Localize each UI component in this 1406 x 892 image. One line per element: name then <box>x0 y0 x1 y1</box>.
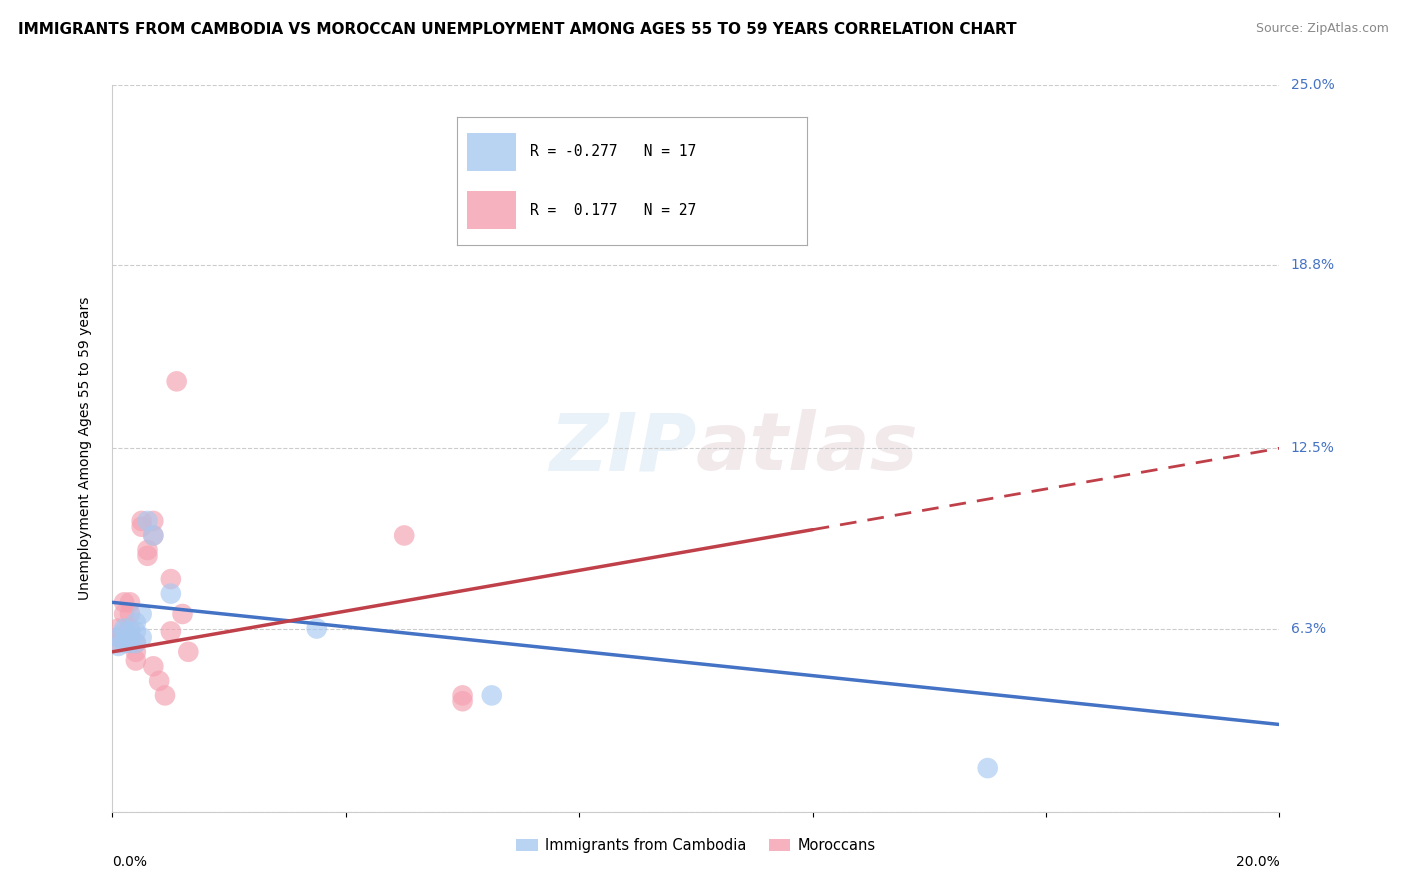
Point <box>131 520 153 534</box>
Point <box>118 630 141 644</box>
Point <box>142 528 165 542</box>
Point <box>394 528 416 542</box>
Text: 6.3%: 6.3% <box>1291 622 1326 635</box>
Point <box>125 624 148 639</box>
Text: 0.0%: 0.0% <box>112 855 148 870</box>
Point <box>305 622 328 636</box>
Point <box>136 514 159 528</box>
Text: 25.0%: 25.0% <box>1291 78 1334 92</box>
Point <box>131 630 153 644</box>
Point <box>125 653 148 667</box>
Point <box>160 587 183 601</box>
Point <box>976 761 998 775</box>
Point <box>112 636 135 650</box>
Y-axis label: Unemployment Among Ages 55 to 59 years: Unemployment Among Ages 55 to 59 years <box>77 296 91 600</box>
Point <box>131 514 153 528</box>
Point <box>136 549 159 563</box>
Point <box>125 636 148 650</box>
Point <box>107 622 129 636</box>
Text: atlas: atlas <box>696 409 918 487</box>
Text: 20.0%: 20.0% <box>1236 855 1279 870</box>
Point <box>131 607 153 621</box>
Point <box>112 607 135 621</box>
Point <box>125 636 148 650</box>
Point <box>118 622 141 636</box>
Text: IMMIGRANTS FROM CAMBODIA VS MOROCCAN UNEMPLOYMENT AMONG AGES 55 TO 59 YEARS CORR: IMMIGRANTS FROM CAMBODIA VS MOROCCAN UNE… <box>18 22 1017 37</box>
Point <box>107 630 129 644</box>
Point <box>481 689 503 703</box>
Point <box>451 694 474 708</box>
Text: 18.8%: 18.8% <box>1291 258 1334 272</box>
Point <box>142 528 165 542</box>
Text: Source: ZipAtlas.com: Source: ZipAtlas.com <box>1256 22 1389 36</box>
Point <box>112 595 135 609</box>
Point <box>160 572 183 586</box>
Point <box>118 636 141 650</box>
Point <box>112 622 135 636</box>
Point <box>142 514 165 528</box>
Point <box>112 624 135 639</box>
Point <box>118 595 141 609</box>
Point <box>172 607 194 621</box>
Point <box>136 543 159 558</box>
Point <box>107 639 129 653</box>
Point <box>125 645 148 659</box>
Text: ZIP: ZIP <box>548 409 696 487</box>
Text: 12.5%: 12.5% <box>1291 442 1334 455</box>
Point <box>125 615 148 630</box>
Point <box>118 636 141 650</box>
Point <box>107 636 129 650</box>
Point <box>451 689 474 703</box>
Point <box>142 659 165 673</box>
Point <box>153 689 176 703</box>
Point <box>107 630 129 644</box>
Legend: Immigrants from Cambodia, Moroccans: Immigrants from Cambodia, Moroccans <box>510 832 882 859</box>
Point <box>118 607 141 621</box>
Point <box>166 375 188 389</box>
Point <box>118 624 141 639</box>
Point <box>160 624 183 639</box>
Point <box>177 645 200 659</box>
Point <box>148 673 170 688</box>
Point <box>112 630 135 644</box>
